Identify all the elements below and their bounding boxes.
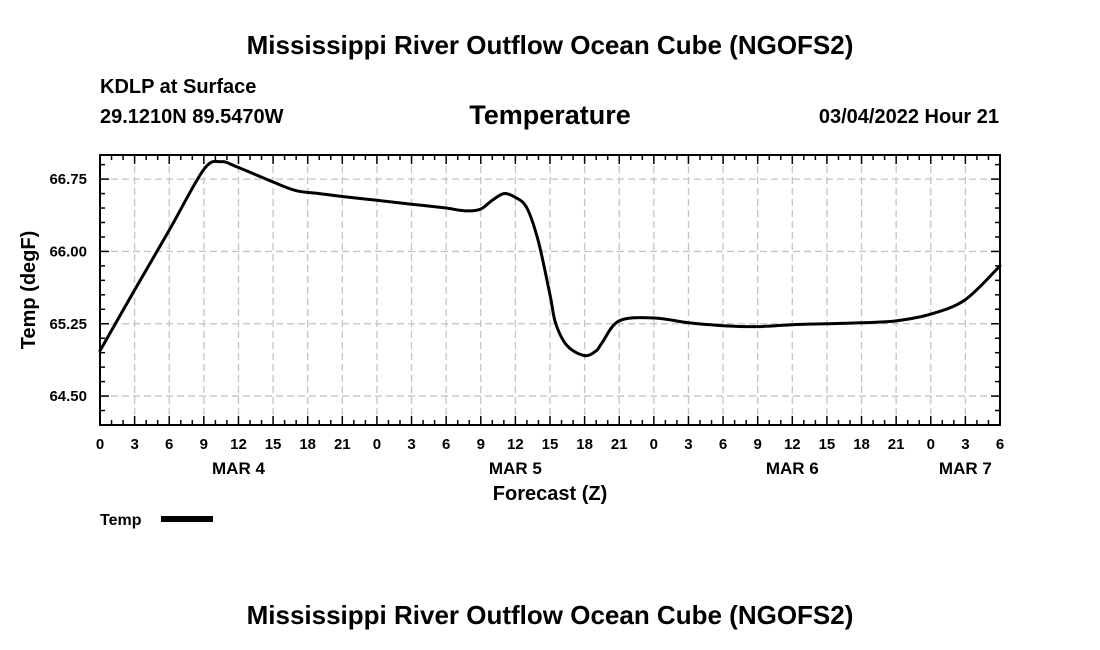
x-tick-label: 0 (927, 436, 935, 453)
y-tick-label: 66.00 (49, 243, 87, 260)
x-tick-label: 18 (576, 436, 593, 453)
y-tick-label: 66.75 (49, 171, 87, 188)
coords-label: 29.1210N 89.5470W (100, 106, 284, 128)
x-tick-label: 6 (719, 436, 727, 453)
legend-label: Temp (100, 512, 142, 529)
date-label: MAR 5 (489, 459, 542, 478)
x-tick-label: 3 (961, 436, 969, 453)
x-tick-label: 12 (230, 436, 247, 453)
x-tick-label: 15 (819, 436, 836, 453)
x-tick-label: 3 (684, 436, 692, 453)
x-tick-label: 9 (477, 436, 485, 453)
x-tick-label: 12 (507, 436, 524, 453)
legend-swatch (161, 516, 213, 522)
date-label: MAR 4 (212, 459, 265, 478)
x-tick-label: 6 (996, 436, 1004, 453)
x-tick-label: 0 (96, 436, 104, 453)
chart-subtitle: Temperature (469, 100, 631, 130)
x-tick-label: 18 (299, 436, 316, 453)
x-tick-label: 12 (784, 436, 801, 453)
x-axis-label: Forecast (Z) (493, 483, 607, 505)
temp-series-line (98, 159, 1002, 358)
x-tick-label: 0 (373, 436, 381, 453)
x-tick-label: 18 (853, 436, 870, 453)
x-tick-label: 3 (130, 436, 138, 453)
y-axis-label: Temp (degF) (18, 231, 40, 350)
date-label: MAR 6 (766, 459, 819, 478)
x-tick-label: 0 (650, 436, 658, 453)
x-tick-label: 6 (442, 436, 450, 453)
x-tick-label: 9 (754, 436, 762, 453)
x-tick-label: 9 (200, 436, 208, 453)
x-tick-label: 21 (611, 436, 628, 453)
x-tick-label: 21 (888, 436, 905, 453)
page-title-bottom: Mississippi River Outflow Ocean Cube (NG… (246, 600, 854, 630)
station-label: KDLP at Surface (100, 76, 257, 98)
x-tick-label: 3 (407, 436, 415, 453)
date-label: MAR 7 (939, 459, 992, 478)
x-tick-label: 15 (542, 436, 559, 453)
y-tick-label: 65.25 (49, 316, 87, 333)
datetime-label: 03/04/2022 Hour 21 (818, 106, 999, 128)
y-tick-label: 64.50 (49, 388, 87, 405)
x-tick-label: 21 (334, 436, 351, 453)
x-tick-label: 6 (165, 436, 173, 453)
x-tick-label: 15 (265, 436, 282, 453)
page-title-top: Mississippi River Outflow Ocean Cube (NG… (246, 30, 854, 60)
